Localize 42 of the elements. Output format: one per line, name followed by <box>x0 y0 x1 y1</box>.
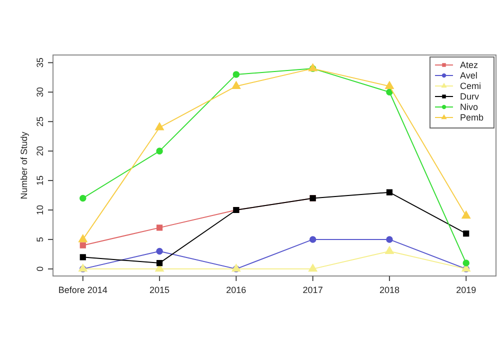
point <box>156 260 163 266</box>
legend-label: Avel <box>460 70 478 80</box>
point <box>155 122 164 130</box>
point <box>386 88 393 96</box>
y-tick-label: 35 <box>35 58 45 68</box>
legend-label: Pemb <box>460 112 484 122</box>
point <box>386 189 393 196</box>
point <box>156 224 163 231</box>
x-tick-label: 2017 <box>302 285 323 295</box>
legend-label: Atez <box>460 60 479 70</box>
point <box>156 148 163 154</box>
point <box>462 210 470 219</box>
y-tick-label: 20 <box>35 146 45 156</box>
y-tick-label: 5 <box>35 236 45 242</box>
point <box>232 81 241 89</box>
point <box>232 71 240 78</box>
point <box>309 236 316 243</box>
x-tick-label: 2019 <box>456 285 476 295</box>
y-tick-label: 25 <box>35 116 45 127</box>
legend-label: Nivo <box>460 102 478 112</box>
x-tick-label: 2016 <box>226 285 246 295</box>
y-tick-label: 15 <box>35 176 45 186</box>
x-tick-label: 2018 <box>379 285 400 295</box>
point <box>156 248 163 255</box>
point <box>462 260 470 266</box>
y-axis-title: Number of Study <box>19 131 29 200</box>
point <box>80 194 86 202</box>
legend-label: Cemi <box>460 81 482 91</box>
legend-label: Durv <box>460 92 480 102</box>
x-tick-label: Before 2014 <box>58 285 108 295</box>
y-tick-label: 10 <box>35 204 45 215</box>
point <box>385 246 394 254</box>
x-tick-label: 2015 <box>150 285 170 295</box>
y-tick-label: 0 <box>35 266 45 272</box>
point <box>308 264 318 272</box>
point <box>463 230 470 237</box>
point <box>386 236 393 243</box>
point <box>80 254 86 260</box>
point <box>78 234 88 242</box>
point <box>80 242 86 248</box>
point <box>385 81 394 89</box>
y-tick-label: 30 <box>35 87 45 98</box>
